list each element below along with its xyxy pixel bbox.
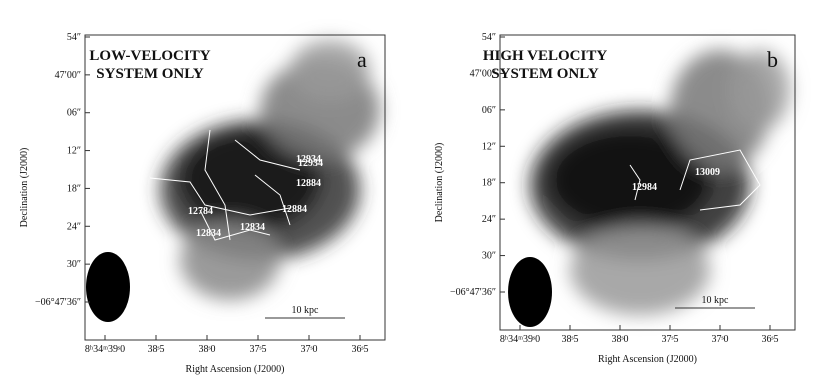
contour <box>149 177 291 216</box>
frame <box>84 34 386 341</box>
beam <box>86 252 130 322</box>
panel-title: LOW-VELOCITY <box>89 48 210 64</box>
emission <box>290 40 370 100</box>
contour-label: 12884 <box>296 178 321 189</box>
y-tick-label: 06″ <box>482 105 496 116</box>
y-tick-label: 30″ <box>482 251 496 262</box>
contour-label: 12834 <box>196 228 221 239</box>
y-tick-label: 54″ <box>67 32 81 43</box>
panel-title: HIGH VELOCITY <box>483 48 608 64</box>
x-tick-label: 37ˢ5 <box>661 334 678 345</box>
y-tick-label: 12″ <box>482 141 496 152</box>
contour-label: 12884 <box>282 204 307 215</box>
x-tick-label: 36ˢ5 <box>351 344 368 355</box>
x-tick-label: 38ˢ5 <box>561 334 578 345</box>
panel: 54″ 47′00″ 06″ 12″ 18″ 24″ 30″ −06°47′36″ 8ʰ34ᵐ3… <box>19 32 386 375</box>
panel-letter: b <box>767 47 778 72</box>
contour-label: 12934 <box>296 154 321 165</box>
emission <box>180 130 320 230</box>
y-tick-label: −06°47′36″ <box>450 287 496 298</box>
contour-label: 13009 <box>695 167 720 178</box>
contour-label: 12684 <box>112 165 137 176</box>
x-tick-label: 38ˢ0 <box>611 334 628 345</box>
y-tick-label: 47′00″ <box>55 70 81 81</box>
x-tick-label: 36ˢ5 <box>761 334 778 345</box>
contour-label: 12834 <box>240 222 265 233</box>
contour <box>629 164 641 201</box>
panel-letter: a <box>357 47 367 72</box>
y-tick-label: 06″ <box>67 108 81 119</box>
emission-map <box>530 50 790 315</box>
y-tick-label: −06°47′36″ <box>35 297 81 308</box>
contour-label: 12984 <box>632 182 657 193</box>
contour <box>199 209 271 241</box>
x-axis-label: Right Ascension (J2000) <box>186 364 285 375</box>
x-tick-label: 37ˢ0 <box>711 334 728 345</box>
contour <box>204 129 231 241</box>
y-tick-label: 18″ <box>482 178 496 189</box>
x-tick-label: 8ʰ34ᵐ39ˢ0 <box>85 344 125 355</box>
y-tick-label: 24″ <box>67 221 81 232</box>
x-tick-label: 37ˢ5 <box>249 344 266 355</box>
scale-label: 10 kpc <box>702 295 730 306</box>
y-tick-label: 12″ <box>67 146 81 157</box>
panel-title: SYSTEM ONLY <box>491 66 599 82</box>
emission <box>180 220 280 300</box>
y-tick-label: 30″ <box>67 259 81 270</box>
x-tick-label: 38ˢ0 <box>198 344 215 355</box>
panel: 54″ 47′00″ 06″ 12″ 18″ 24″ 30″ −06°47′36″ 8ʰ34ᵐ3… <box>434 32 796 365</box>
contour <box>254 174 291 226</box>
x-tick-label: 38ˢ5 <box>147 344 164 355</box>
emission <box>730 50 790 130</box>
y-tick-label: 24″ <box>482 214 496 225</box>
contour-label: 12784 <box>188 206 213 217</box>
x-tick-label: 8ʰ34ᵐ39ˢ0 <box>500 334 540 345</box>
contour-label: 12734 <box>115 188 140 199</box>
y-tick-label: 18″ <box>67 183 81 194</box>
y-axis-label: Declination (J2000) <box>434 143 445 223</box>
y-tick-label: 54″ <box>482 32 496 43</box>
beam <box>508 257 552 327</box>
emission <box>550 130 710 230</box>
x-axis-label: Right Ascension (J2000) <box>598 354 697 365</box>
contour <box>234 139 301 171</box>
x-tick-label: 37ˢ0 <box>300 344 317 355</box>
emission-map <box>160 40 380 300</box>
panel-title: SYSTEM ONLY <box>96 66 204 82</box>
contour-label: 12934 <box>298 158 323 169</box>
y-axis-label: Declination (J2000) <box>19 148 30 228</box>
scale-label: 10 kpc <box>292 305 320 316</box>
y-tick-label: 47′00″ <box>470 68 496 79</box>
emission <box>570 225 710 315</box>
contour <box>679 149 761 211</box>
